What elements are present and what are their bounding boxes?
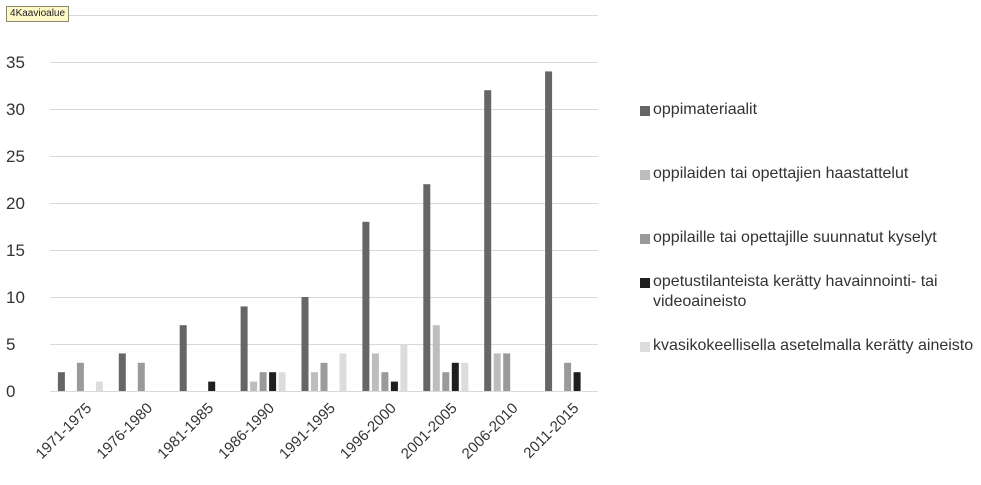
legend-label: oppimateriaalit [653, 101, 758, 118]
bar [301, 297, 309, 391]
legend-label: kvasikokeellisella asetelmalla kerätty a… [653, 337, 974, 354]
bar [269, 372, 277, 391]
bar [371, 353, 379, 391]
bar [76, 362, 84, 391]
bar [493, 353, 501, 391]
bar [362, 221, 370, 391]
legend-item-haastattelut[interactable]: oppilaiden tai opettajien haastattelut [640, 164, 975, 184]
legend-item-kvasikokeellinen[interactable]: kvasikokeellisella asetelmalla kerätty a… [640, 336, 975, 356]
legend-item-kyselyt[interactable]: oppilaille tai opettajille suunnatut kys… [640, 228, 975, 248]
bar [250, 381, 258, 391]
legend-swatch [640, 234, 650, 244]
y-tick-label: 0 [6, 382, 15, 401]
legend-swatch [640, 106, 650, 116]
bar [118, 353, 126, 391]
y-tick-label: 25 [6, 147, 25, 166]
bars [57, 71, 581, 392]
bar [400, 344, 408, 391]
y-tick-label: 20 [6, 194, 25, 213]
bar [545, 71, 553, 392]
bar [95, 381, 103, 391]
x-tick-label: 1986-1990 [215, 400, 278, 463]
x-tick-label: 2011-2015 [520, 400, 582, 462]
y-tick-label: 15 [6, 241, 25, 260]
bar [390, 381, 398, 391]
gridlines [50, 15, 598, 392]
bar [432, 325, 440, 391]
x-tick-label: 1991-1995 [276, 400, 339, 463]
legend-item-oppimateriaalit[interactable]: oppimateriaalit [640, 100, 975, 120]
legend-swatch [640, 170, 650, 180]
tooltip-label: Kaavioalue [15, 8, 66, 19]
bar [442, 372, 450, 391]
x-tick-label: 2006-2010 [459, 400, 522, 463]
x-tick-label: 2001-2005 [398, 400, 461, 463]
legend-swatch [640, 342, 650, 352]
legend-label: oppilaiden tai opettajien haastattelut [653, 165, 909, 182]
bar [240, 306, 248, 391]
bar [461, 362, 469, 391]
tooltip-prefix: 4 [10, 8, 16, 19]
bar [311, 372, 318, 391]
legend-label: oppilaille tai opettajille suunnatut kys… [653, 229, 937, 246]
x-axis-ticks: 1971-19751976-19801981-19851986-19901991… [33, 400, 583, 463]
chart-legend: oppimateriaalit oppilaiden tai opettajie… [640, 100, 975, 356]
legend-label: opetustilanteista kerätty havainnointi- … [653, 273, 938, 310]
x-tick-label: 1971-1975 [33, 400, 96, 463]
bar [259, 372, 267, 391]
bar [503, 353, 511, 391]
y-tick-label: 5 [6, 335, 15, 354]
bar [339, 353, 347, 391]
y-axis-ticks: 0 5 10 15 20 25 30 35 [6, 53, 25, 401]
legend-item-havainnointi[interactable]: opetustilanteista kerätty havainnointi- … [640, 272, 975, 312]
bar [208, 381, 216, 391]
bar [179, 325, 187, 391]
y-tick-label: 10 [6, 288, 25, 307]
bar [381, 372, 389, 391]
y-tick-label: 35 [6, 53, 25, 72]
bar [278, 372, 286, 391]
x-tick-label: 1976-1980 [93, 400, 156, 463]
bar [423, 184, 431, 391]
y-tick-label: 30 [6, 100, 25, 119]
bar [57, 372, 65, 391]
chart-area-tooltip: 4Kaavioalue [6, 6, 70, 22]
bar [451, 362, 459, 391]
bar [320, 362, 328, 391]
x-tick-label: 1996-2000 [337, 400, 400, 463]
x-tick-label: 1981-1985 [154, 400, 217, 463]
bar [484, 90, 492, 391]
legend-swatch [640, 278, 650, 288]
bar [573, 372, 581, 391]
bar [564, 362, 572, 391]
bar [137, 362, 145, 391]
